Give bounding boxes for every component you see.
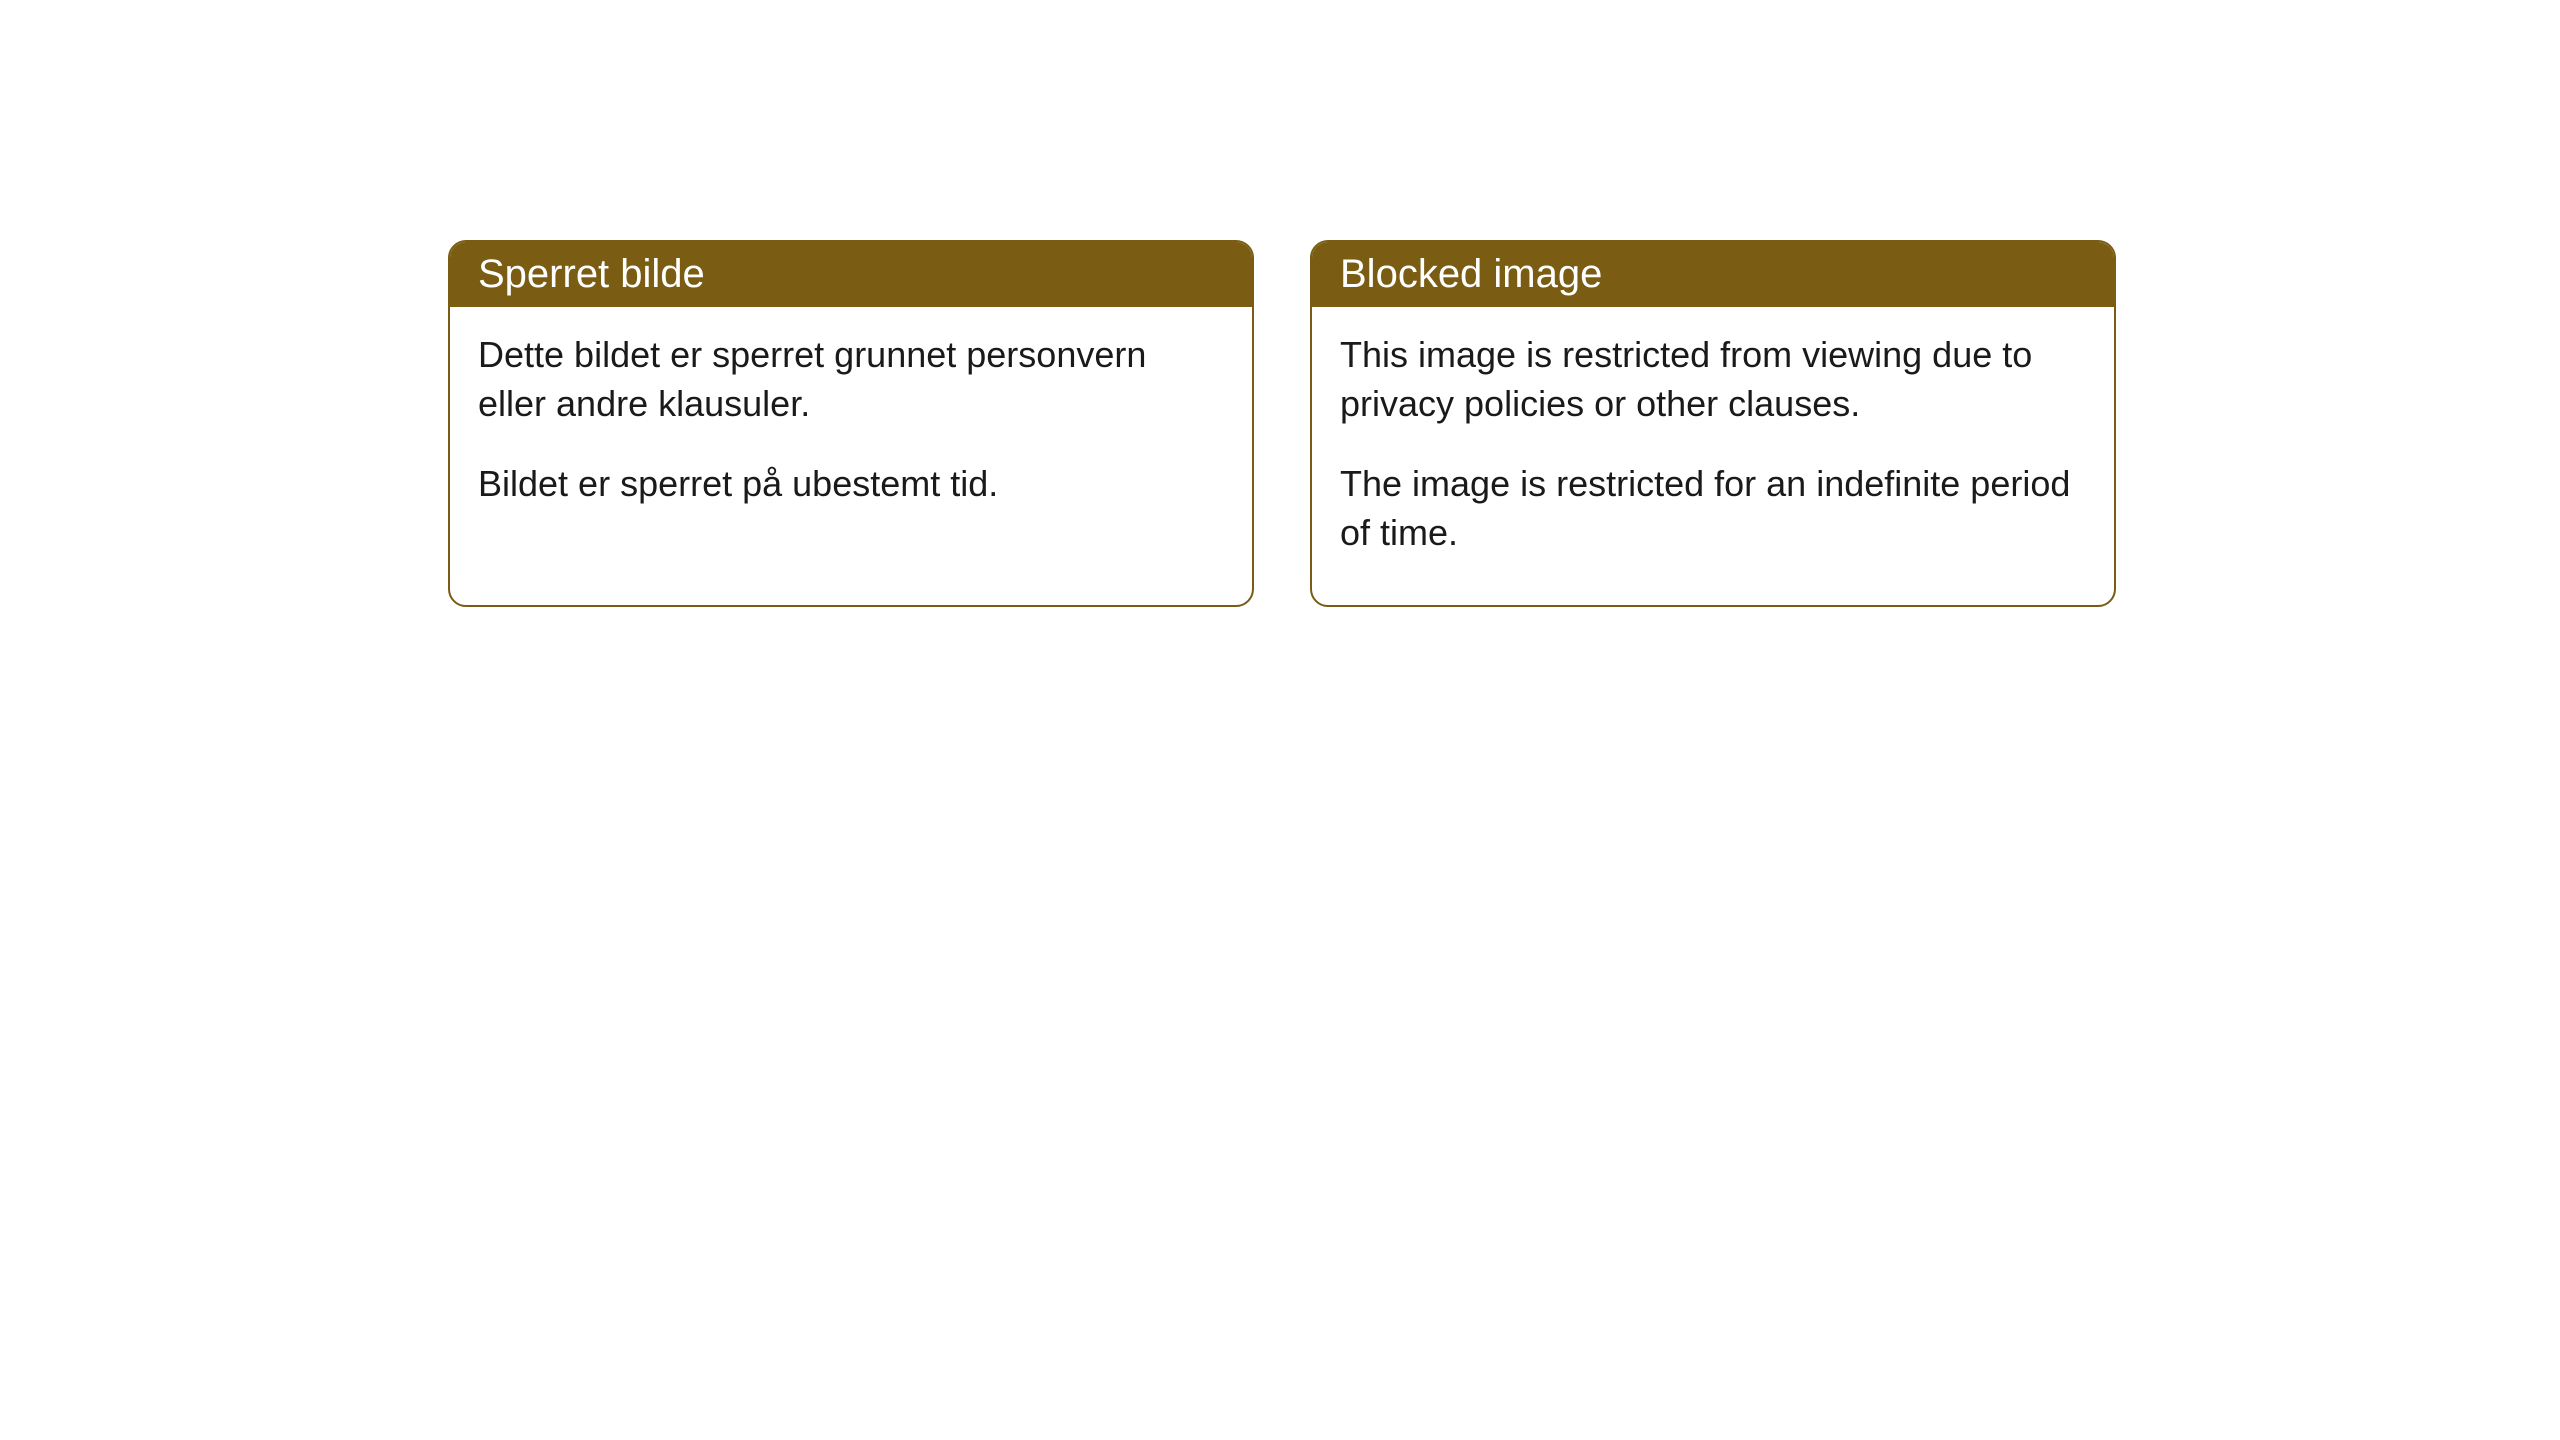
card-title: Sperret bilde [478, 252, 705, 296]
card-paragraph: The image is restricted for an indefinit… [1340, 460, 2086, 557]
card-body: This image is restricted from viewing du… [1312, 307, 2114, 605]
notice-card-norwegian: Sperret bilde Dette bildet er sperret gr… [448, 240, 1254, 607]
card-paragraph: Bildet er sperret på ubestemt tid. [478, 460, 1224, 509]
card-body: Dette bildet er sperret grunnet personve… [450, 307, 1252, 557]
notice-card-english: Blocked image This image is restricted f… [1310, 240, 2116, 607]
card-header: Sperret bilde [450, 242, 1252, 307]
card-paragraph: Dette bildet er sperret grunnet personve… [478, 331, 1224, 428]
card-paragraph: This image is restricted from viewing du… [1340, 331, 2086, 428]
card-header: Blocked image [1312, 242, 2114, 307]
card-title: Blocked image [1340, 252, 1602, 296]
notice-cards-container: Sperret bilde Dette bildet er sperret gr… [448, 240, 2116, 607]
